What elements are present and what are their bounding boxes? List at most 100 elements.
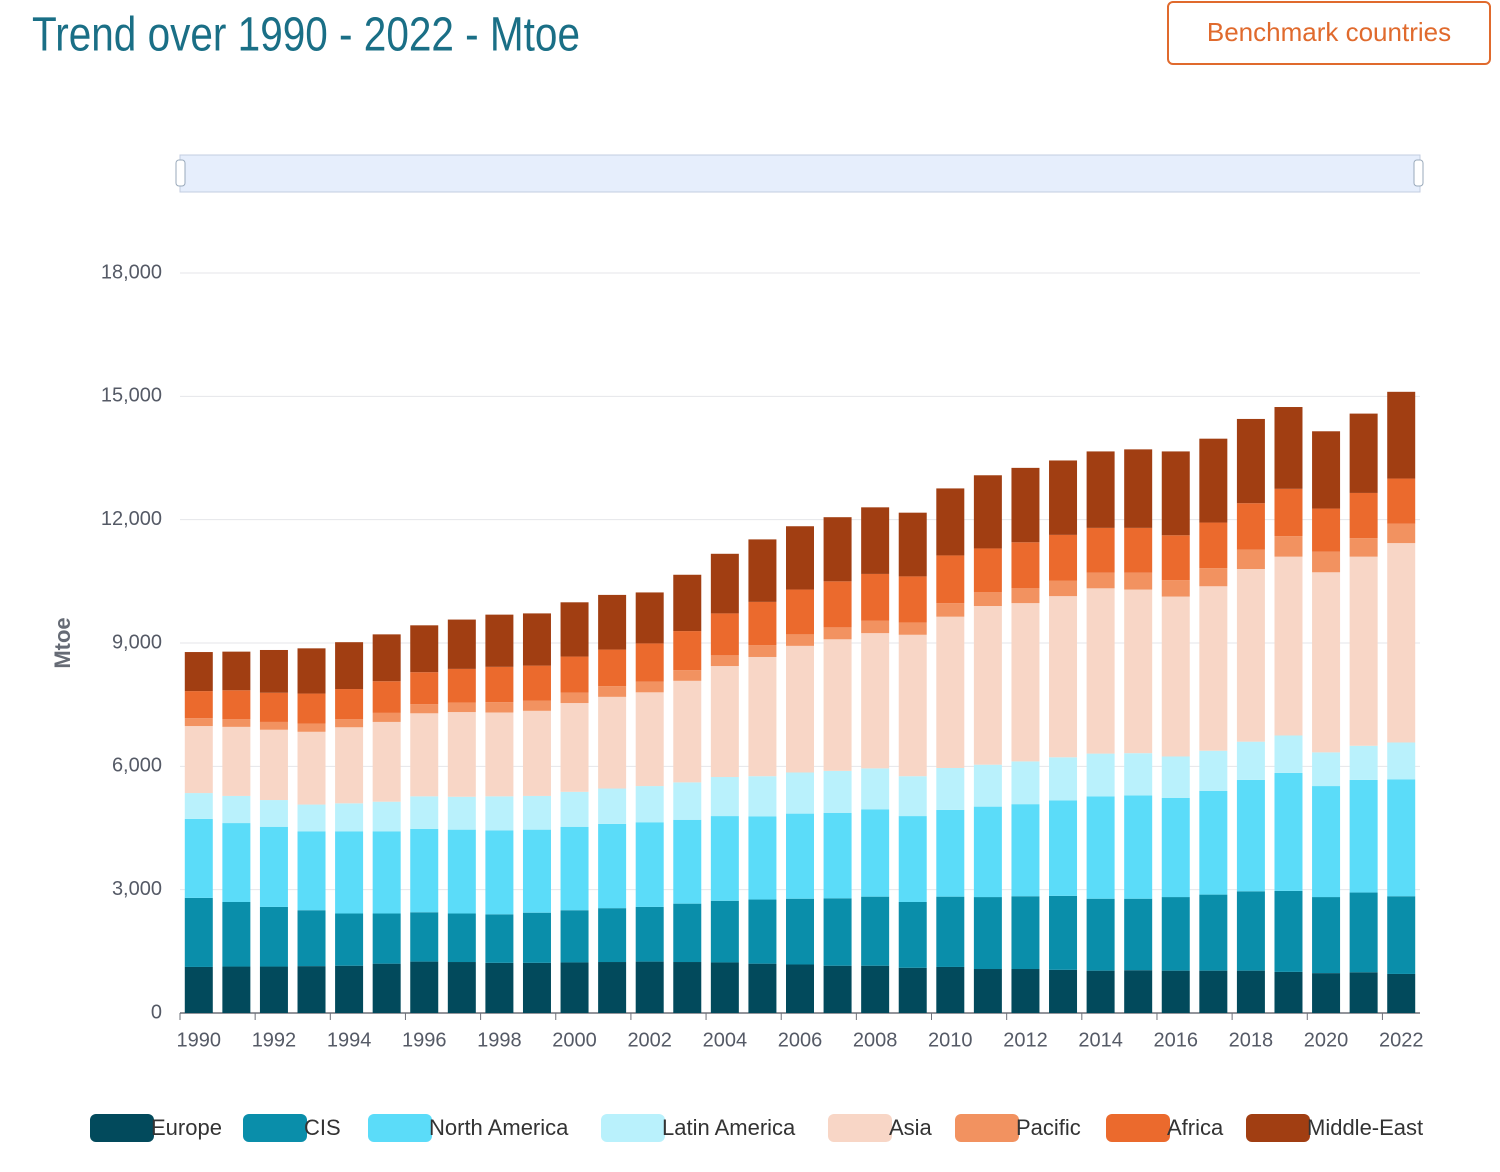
bar-segment [1011, 542, 1040, 589]
bar-segment [1199, 522, 1228, 569]
legend-swatch [368, 1114, 432, 1142]
bar-segment [823, 965, 852, 1013]
bar-segment [522, 613, 551, 666]
bar-segment [635, 822, 664, 907]
bar-segment [710, 553, 739, 614]
bar-segment [1011, 761, 1040, 805]
bar-segment [1049, 596, 1078, 758]
bar-segment [297, 966, 326, 1013]
bar-segment [673, 903, 702, 963]
bar-segment [447, 962, 476, 1013]
bar-segment [936, 966, 965, 1013]
bar-segment [1049, 969, 1078, 1013]
bar-segment [635, 786, 664, 823]
bar-segment [748, 645, 777, 657]
bar-segment [522, 962, 551, 1013]
bar-segment [598, 649, 627, 687]
bar-segment [485, 914, 514, 963]
bar-segment [1124, 449, 1153, 528]
bar-segment [485, 830, 514, 915]
slider-handle[interactable] [1413, 159, 1424, 187]
bar-segment [522, 710, 551, 796]
bar-segment [560, 910, 589, 963]
bar-segment [259, 966, 288, 1013]
bar-segment [222, 966, 251, 1013]
bar-segment [447, 668, 476, 703]
bar-segment [1236, 549, 1265, 569]
benchmark-button-label[interactable]: Benchmark countries [1207, 17, 1451, 47]
bar-segment [184, 966, 213, 1013]
y-tick-label: 12,000 [101, 508, 162, 530]
bar-segment [1199, 791, 1228, 895]
bar-segment [522, 700, 551, 711]
bar-segment [673, 962, 702, 1013]
bar-segment [1086, 588, 1115, 754]
bar-segment [1086, 451, 1115, 528]
bar-segment [786, 645, 814, 773]
bar-segment [1236, 503, 1265, 550]
bar-segment [673, 819, 702, 904]
y-tick-label: 0 [151, 1001, 162, 1023]
bar-segment [898, 634, 927, 777]
legend-swatch [243, 1114, 307, 1142]
bar-segment [973, 806, 1002, 898]
bar-segment [297, 804, 326, 832]
bar-segment [297, 693, 326, 724]
bar-segment [1199, 894, 1228, 971]
bar-segment [1161, 897, 1190, 971]
bar-segment [898, 576, 927, 623]
bar-segment [786, 634, 814, 646]
x-tick-label: 2000 [552, 1029, 597, 1051]
bar-segment [1086, 970, 1115, 1013]
bar-segment [748, 601, 777, 646]
x-tick-label: 1990 [177, 1029, 222, 1051]
range-slider[interactable] [179, 154, 1421, 193]
bar-segment [485, 712, 514, 797]
bar-segment [1349, 413, 1378, 493]
bar-segment [522, 665, 551, 701]
bar-segment [710, 777, 739, 817]
bar-segment [1274, 556, 1303, 736]
bar-segment [1274, 407, 1303, 489]
bar-segment [1161, 451, 1190, 536]
bar-segment [1161, 580, 1190, 597]
bar-segment [372, 801, 401, 832]
bar-segment [259, 906, 288, 967]
bar-segment [1049, 757, 1078, 801]
bar-segment [1011, 588, 1040, 604]
bar-segment [786, 964, 814, 1013]
bar-segment [1274, 772, 1303, 891]
bar-segment [1236, 779, 1265, 892]
legend-label: Latin America [662, 1115, 796, 1140]
x-tick-label: 2002 [627, 1029, 672, 1051]
slider-handle[interactable] [175, 159, 186, 187]
bar-segment [598, 686, 627, 697]
bar-segment [1124, 589, 1153, 754]
bar-segment [748, 539, 777, 602]
bar-segment [861, 809, 890, 897]
bar-segment [1312, 752, 1341, 787]
bar-segment [1312, 786, 1341, 898]
x-tick-label: 2008 [853, 1029, 898, 1051]
bar-segment [710, 816, 739, 901]
bar-segment [973, 764, 1002, 807]
bar-segment [898, 776, 927, 817]
bar-segment [1124, 753, 1153, 796]
bar-segment [898, 512, 927, 577]
bar-segment [1161, 535, 1190, 581]
bar-segment [786, 589, 814, 635]
x-tick-label: 1992 [252, 1029, 297, 1051]
bar-segment [973, 592, 1002, 606]
bar-segment [297, 731, 326, 805]
benchmark-button[interactable] [1167, 1, 1491, 65]
bar-segment [485, 614, 514, 667]
bar-segment [710, 613, 739, 656]
bar-segment [1387, 391, 1416, 479]
bar-segment [522, 829, 551, 913]
x-tick-label: 2018 [1229, 1029, 1274, 1051]
legend-swatch [601, 1114, 665, 1142]
bar-segment [184, 897, 213, 967]
bar-segment [598, 696, 627, 789]
bar-segment [297, 723, 326, 732]
